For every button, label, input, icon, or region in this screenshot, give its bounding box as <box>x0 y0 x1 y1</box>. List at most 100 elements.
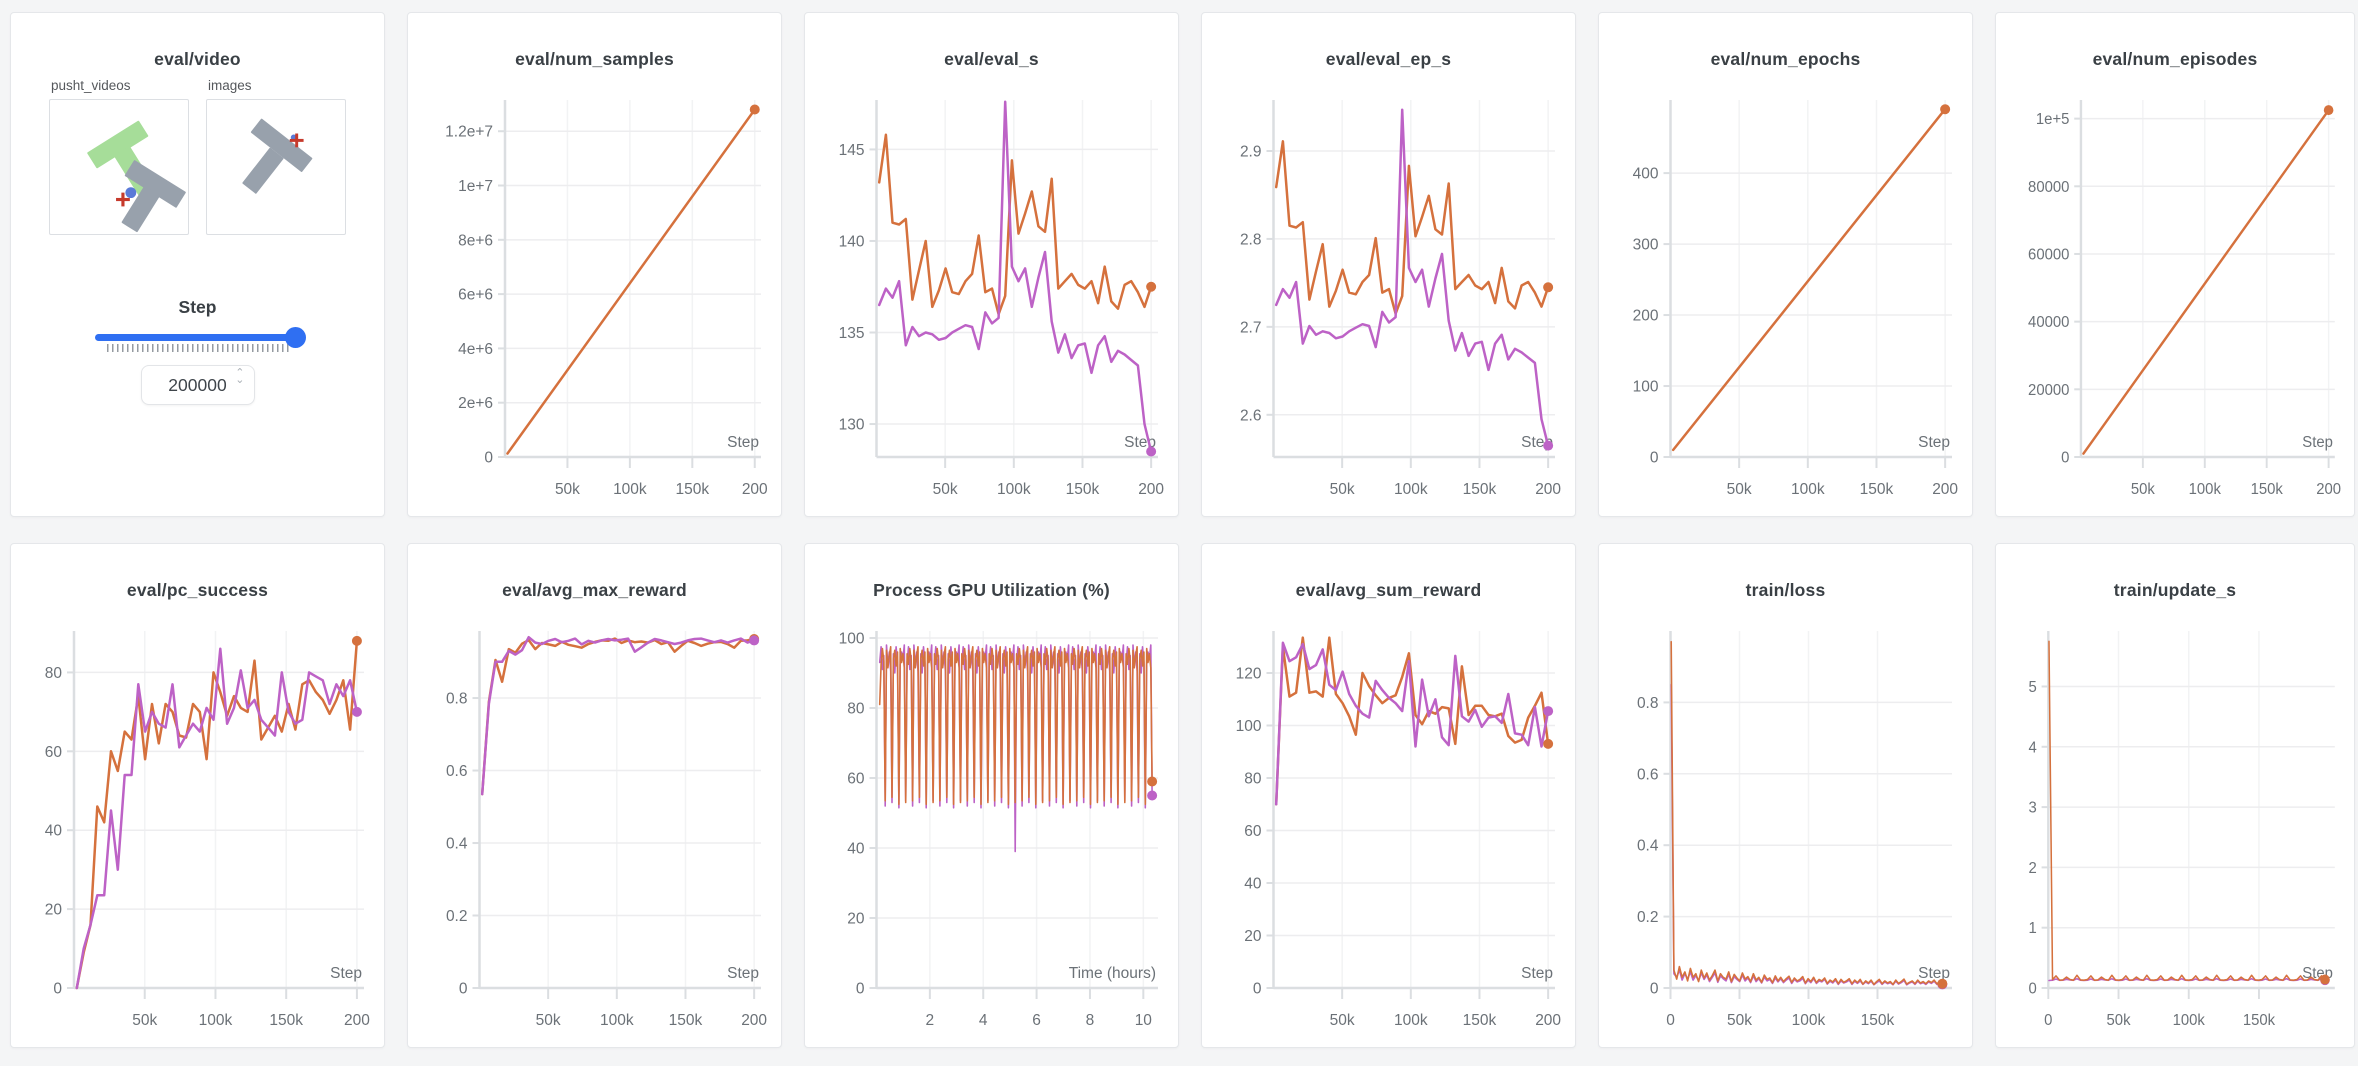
svg-text:40: 40 <box>45 823 63 840</box>
svg-text:150k: 150k <box>2251 481 2284 498</box>
svg-text:2.8: 2.8 <box>1240 231 1262 248</box>
slider-knob[interactable] <box>285 327 306 348</box>
step-slider-label: Step <box>178 297 217 317</box>
svg-text:135: 135 <box>839 325 865 342</box>
svg-text:0: 0 <box>1650 450 1659 467</box>
svg-text:100k: 100k <box>600 1012 634 1029</box>
svg-text:100k: 100k <box>199 1012 233 1029</box>
svg-text:100k: 100k <box>997 481 1031 498</box>
svg-text:80: 80 <box>847 701 865 718</box>
svg-text:150k: 150k <box>269 1012 303 1029</box>
svg-text:60000: 60000 <box>2028 246 2069 263</box>
chart-title: Process GPU Utilization (%) <box>873 580 1110 600</box>
svg-text:150k: 150k <box>1861 1012 1895 1029</box>
step-input[interactable]: 200000 ⌃ ⌄ <box>140 365 255 405</box>
chart-plot[interactable]: 50k 100k 150k 200 0 100 200 300 400 Step <box>1599 72 1972 517</box>
step-slider[interactable] <box>95 327 306 348</box>
svg-text:120: 120 <box>1236 666 1262 683</box>
svg-text:40: 40 <box>1244 876 1262 893</box>
svg-text:0.2: 0.2 <box>1637 909 1659 926</box>
spin-down-icon[interactable]: ⌄ <box>235 374 245 386</box>
svg-text:50k: 50k <box>933 481 958 498</box>
svg-text:Step: Step <box>1521 965 1553 982</box>
svg-text:0.8: 0.8 <box>446 691 468 708</box>
svg-text:40000: 40000 <box>2028 314 2069 331</box>
pusht-gray-t-shape <box>121 160 186 233</box>
svg-text:150k: 150k <box>1463 481 1497 498</box>
chart-plot[interactable]: 50k 100k 150k 200 0 20 40 60 80 100 120 Step <box>1202 603 1575 1048</box>
chart-plot[interactable]: 50k 100k 150k 200 0 20 40 60 80 Step <box>11 603 384 1048</box>
svg-text:0: 0 <box>2061 449 2069 466</box>
svg-text:5: 5 <box>2029 679 2037 696</box>
svg-text:0.6: 0.6 <box>446 763 468 780</box>
svg-text:Step: Step <box>727 434 759 451</box>
chart-title: eval/avg_max_reward <box>502 580 687 600</box>
svg-text:150k: 150k <box>669 1012 703 1029</box>
svg-text:20: 20 <box>847 911 865 928</box>
svg-text:8e+6: 8e+6 <box>458 232 493 249</box>
slider-track[interactable] <box>95 334 300 341</box>
svg-text:100k: 100k <box>2173 1012 2206 1029</box>
chart-plot[interactable]: 50k 100k 150k 200 0 20000 40000 60000 80000 1e+5 S… <box>1996 72 2354 517</box>
chart-title: eval/eval_s <box>944 49 1039 69</box>
svg-text:150k: 150k <box>2243 1012 2276 1029</box>
svg-text:1: 1 <box>2029 920 2037 937</box>
svg-text:140: 140 <box>839 233 865 250</box>
pusht-videos-thumbnail[interactable] <box>49 99 189 235</box>
svg-text:20: 20 <box>1244 928 1262 945</box>
chart-panel-train_update_s: train/update_s 0 50k 100k 150k 0 1 2 3 4 5 Step <box>1995 543 2355 1048</box>
svg-text:50k: 50k <box>555 481 580 498</box>
chart-panel-gpu: Process GPU Utilization (%) 2 4 6 8 10 0 20 40 6… <box>804 543 1179 1048</box>
chart-panel-num_episodes: eval/num_episodes 50k 100k 150k 200 0 20000 40… <box>1995 12 2355 517</box>
spin-up-icon[interactable]: ⌃ <box>235 367 245 379</box>
chart-plot[interactable]: 50k 100k 150k 200 0 0.2 0.4 0.6 0.8 Step <box>408 603 781 1048</box>
svg-text:8: 8 <box>1086 1012 1095 1029</box>
svg-text:80000: 80000 <box>2028 179 2069 196</box>
chart-plot[interactable]: 0 50k 100k 150k 0 0.2 0.4 0.6 0.8 Step <box>1599 603 1972 1048</box>
svg-text:0: 0 <box>1666 1012 1675 1029</box>
svg-text:60: 60 <box>45 744 63 761</box>
chart-plot[interactable]: 50k 100k 150k 200 0 2e+6 4e+6 6e+6 8e+6 1e+7 1.2e+… <box>408 72 781 517</box>
svg-text:2.9: 2.9 <box>1240 144 1262 161</box>
media-row: pusht_videos <box>11 78 384 235</box>
svg-text:100k: 100k <box>1791 481 1825 498</box>
images-thumbnail[interactable] <box>206 99 346 235</box>
svg-text:100k: 100k <box>1394 1012 1428 1029</box>
svg-text:0: 0 <box>459 981 468 998</box>
svg-text:0.4: 0.4 <box>1637 838 1659 855</box>
svg-text:0: 0 <box>484 450 493 467</box>
svg-text:100k: 100k <box>2189 481 2222 498</box>
chart-title: eval/num_episodes <box>2092 49 2258 69</box>
svg-text:200: 200 <box>1138 481 1164 498</box>
svg-text:50k: 50k <box>2107 1012 2131 1029</box>
svg-text:1e+7: 1e+7 <box>458 178 493 195</box>
svg-text:50k: 50k <box>1330 481 1355 498</box>
svg-text:Step: Step <box>2302 434 2333 451</box>
svg-text:4: 4 <box>2029 739 2037 756</box>
svg-text:2: 2 <box>2029 860 2037 877</box>
stepper-arrows[interactable]: ⌃ ⌄ <box>235 367 245 386</box>
svg-text:50k: 50k <box>1727 481 1752 498</box>
svg-text:200: 200 <box>2316 481 2341 498</box>
svg-text:200: 200 <box>1932 481 1958 498</box>
media-pusht-videos[interactable]: pusht_videos <box>49 78 189 235</box>
svg-text:0: 0 <box>1650 981 1659 998</box>
svg-text:3: 3 <box>2029 799 2037 816</box>
pusht-goal-cross <box>116 192 130 207</box>
svg-text:0: 0 <box>53 981 62 998</box>
chart-panel-avg_sum_reward: eval/avg_sum_reward 50k 100k 150k 200 0 20 40 6… <box>1201 543 1576 1048</box>
svg-text:150k: 150k <box>1066 481 1100 498</box>
svg-text:2.6: 2.6 <box>1240 407 1262 424</box>
svg-text:1.2e+7: 1.2e+7 <box>445 124 493 141</box>
svg-text:60: 60 <box>1244 823 1262 840</box>
media-images[interactable]: images <box>206 78 346 235</box>
step-value[interactable]: 200000 <box>168 374 227 395</box>
svg-text:2.7: 2.7 <box>1240 319 1262 336</box>
svg-text:Step: Step <box>330 965 362 982</box>
svg-text:0: 0 <box>856 981 865 998</box>
